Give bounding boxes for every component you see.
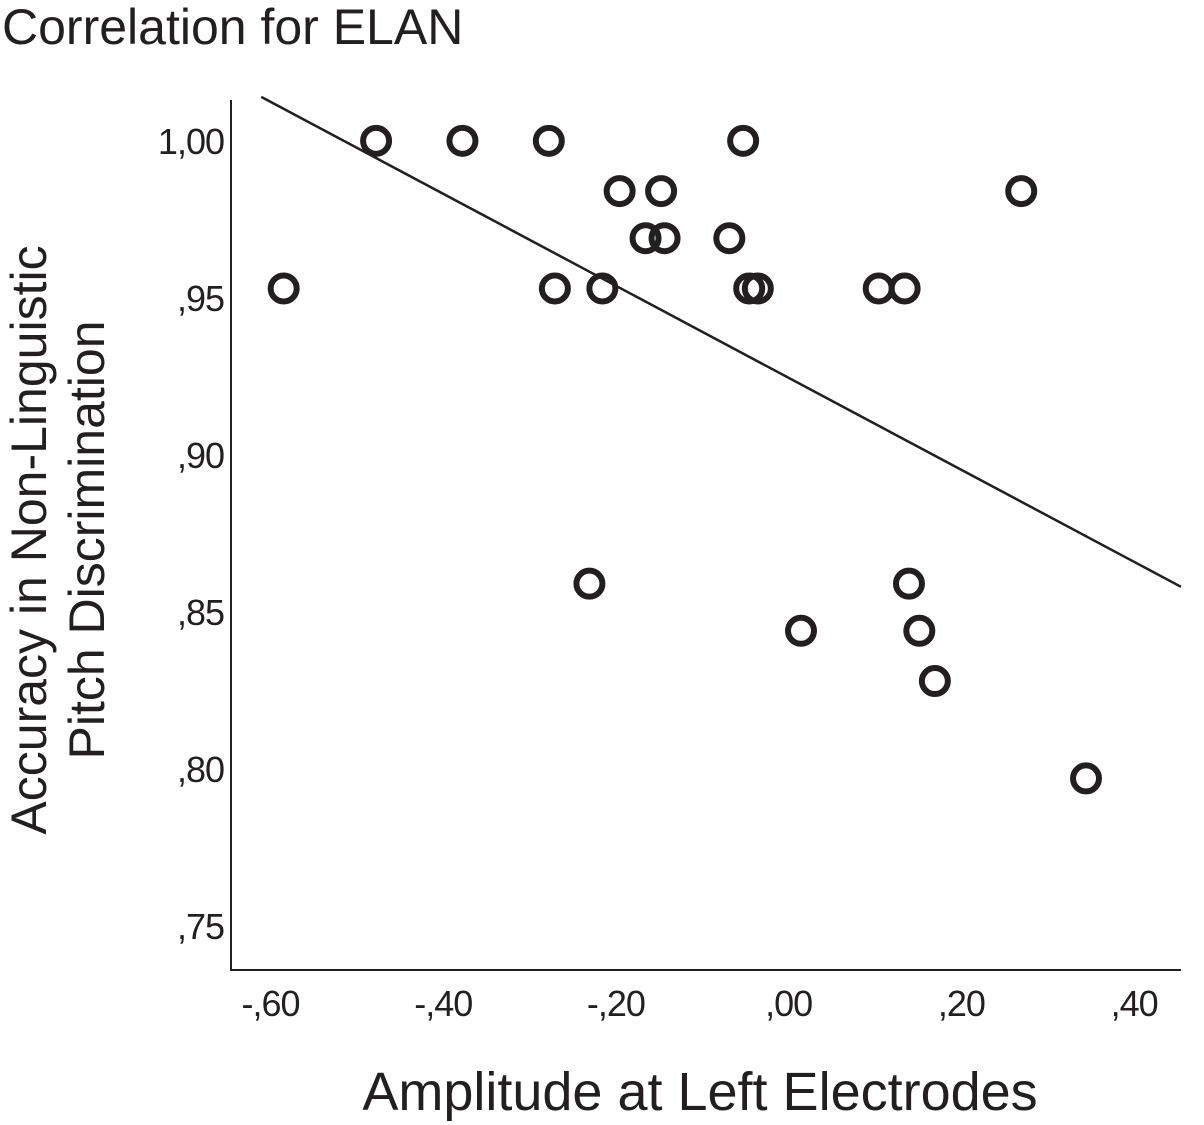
y-tick-label: ,90 — [177, 435, 224, 476]
data-point — [888, 272, 921, 305]
y-tick-labels: 1,00 ,95 ,90 ,85 ,80 ,75 — [158, 121, 225, 947]
regression-line-group — [260, 95, 1182, 588]
y-tick-label: 1,00 — [158, 121, 224, 162]
chart-title: Correlation for ELAN — [2, 0, 463, 55]
data-point — [727, 124, 760, 157]
data-point — [785, 614, 817, 647]
x-axis-label: Amplitude at Left Electrodes — [362, 1062, 1037, 1122]
data-point — [1005, 175, 1038, 208]
regression-line — [260, 95, 1182, 588]
y-axis-label-line-1: Accuracy in Non-Linguistic — [1, 245, 57, 834]
data-point — [713, 222, 746, 255]
y-tick-label: ,95 — [177, 278, 224, 319]
data-point — [629, 222, 662, 255]
data-point — [645, 175, 678, 208]
data-point — [1070, 762, 1102, 795]
data-points — [267, 124, 1102, 795]
data-point — [862, 272, 895, 305]
x-tick-label: ,20 — [938, 983, 985, 1024]
data-point — [892, 567, 925, 600]
y-tick-label: ,80 — [177, 749, 224, 790]
x-tick-label: ,00 — [765, 983, 812, 1024]
x-tick-label: -,60 — [241, 983, 299, 1024]
data-point — [603, 175, 636, 208]
y-axis-label-line-2: Pitch Discrimination — [59, 320, 115, 759]
data-point — [532, 124, 565, 157]
y-tick-label: ,75 — [177, 906, 224, 947]
x-tick-label: -,20 — [587, 983, 645, 1024]
x-tick-label: ,40 — [1111, 983, 1158, 1024]
data-point — [741, 272, 774, 305]
data-point — [360, 124, 393, 157]
data-point — [538, 272, 571, 305]
data-point — [267, 272, 300, 305]
x-tick-labels: -,60 -,40 -,20 ,00 ,20 ,40 — [241, 983, 1158, 1024]
data-point — [586, 272, 619, 305]
data-point — [648, 222, 681, 255]
y-tick-label: ,85 — [177, 592, 224, 633]
data-point — [903, 614, 936, 647]
data-point — [918, 665, 951, 698]
data-point — [446, 124, 479, 157]
x-tick-label: -,40 — [414, 983, 472, 1024]
data-point — [573, 567, 606, 600]
y-axis-label: Accuracy in Non-Linguistic Pitch Discrim… — [1, 245, 115, 834]
